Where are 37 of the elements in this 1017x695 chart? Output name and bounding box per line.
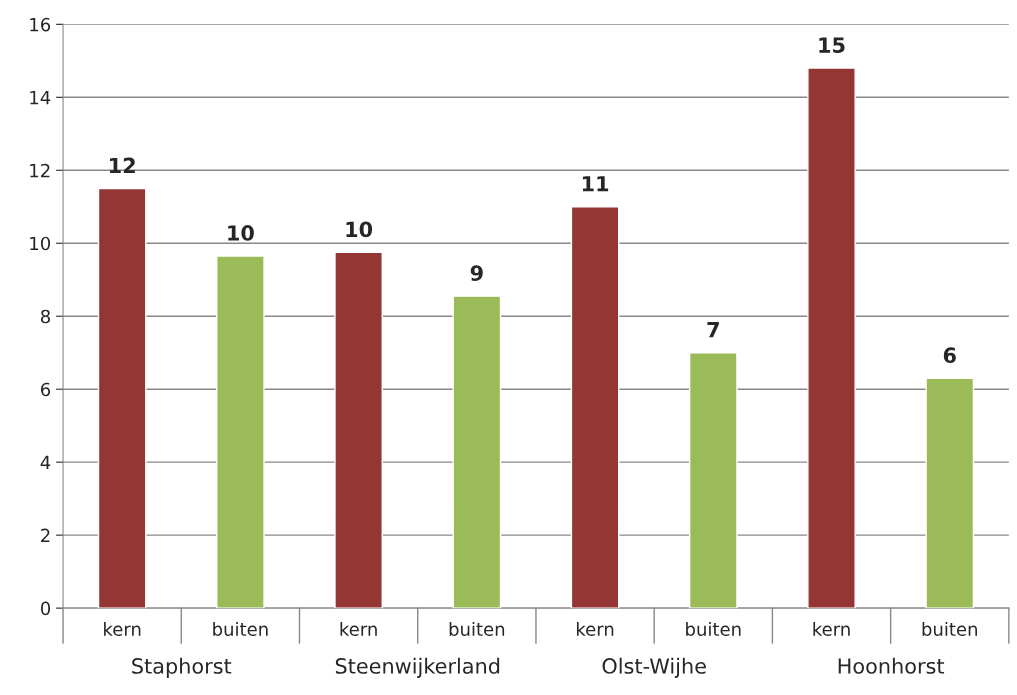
data-label: 7 (707, 322, 719, 338)
data-label: 11 (582, 176, 609, 192)
x-tick-label: buiten (922, 622, 977, 636)
bar (452, 295, 502, 609)
data-label: 15 (819, 37, 845, 53)
data-label: 10 (346, 221, 373, 238)
text: Steenwijkerland (335, 657, 500, 678)
text: Olst-Wijhe (602, 657, 706, 678)
data-label: 12 (110, 157, 135, 174)
x-tick-label: kern (104, 622, 141, 636)
x-tick-label: buiten (213, 622, 268, 636)
y-tick-label: 4 (40, 455, 51, 470)
x-tick-label: kern (340, 622, 377, 636)
x-tick-label: buiten (686, 622, 741, 636)
x-tick-label: kern (813, 622, 850, 636)
y-tick-label: 12 (30, 163, 50, 178)
bar (688, 352, 738, 609)
data-label: 9 (470, 265, 483, 282)
text: Hoonhorst (838, 657, 945, 674)
bar (97, 187, 147, 609)
text: Staphorst (132, 657, 232, 678)
y-tick-label: 16 (30, 17, 51, 32)
x-tick-label: kern (576, 622, 614, 636)
bar (570, 206, 620, 609)
y-tick-label: 10 (30, 236, 51, 251)
x-tick-label: buiten (449, 622, 505, 636)
y-tick-label: 0 (40, 601, 51, 616)
y-tick-label: 6 (41, 382, 51, 397)
bar (334, 251, 383, 609)
y-tick-label: 14 (30, 91, 51, 105)
bar (807, 67, 856, 609)
y-tick-label: 8 (40, 309, 51, 324)
data-label: 10 (228, 225, 254, 241)
y-tick-label: 2 (41, 528, 50, 543)
bar (216, 255, 265, 609)
data-label: 6 (943, 347, 956, 364)
bar (925, 377, 975, 609)
